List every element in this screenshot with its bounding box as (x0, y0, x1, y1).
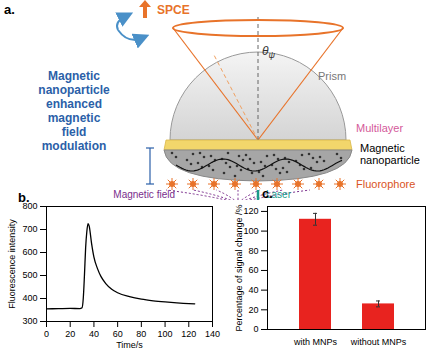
svg-text:nanoparticle: nanoparticle (360, 154, 420, 166)
svg-text:θψ: θψ (262, 44, 276, 60)
svg-text:80: 80 (136, 329, 146, 339)
svg-text:Fluorescence intensity: Fluorescence intensity (7, 219, 17, 309)
svg-text:20: 20 (248, 305, 258, 315)
svg-text:enhanced: enhanced (46, 97, 102, 111)
svg-text:Fluorophore: Fluorophore (356, 178, 415, 190)
svg-text:40: 40 (248, 285, 258, 295)
svg-text:120: 120 (181, 329, 196, 339)
svg-text:SPCE: SPCE (157, 3, 190, 17)
svg-text:without MNPs: without MNPs (350, 337, 407, 347)
svg-text:700: 700 (22, 224, 37, 234)
svg-text:0: 0 (44, 329, 49, 339)
svg-text:300: 300 (22, 316, 37, 326)
svg-text:400: 400 (22, 293, 37, 303)
svg-text:500: 500 (22, 270, 37, 280)
svg-text:Percentage of signal change /%: Percentage of signal change /% (234, 204, 244, 331)
svg-text:140: 140 (205, 329, 220, 339)
svg-text:0: 0 (253, 324, 258, 334)
svg-text:60: 60 (248, 265, 258, 275)
svg-text:100: 100 (243, 226, 258, 236)
svg-text:modulation: modulation (42, 139, 107, 153)
svg-text:Time/s: Time/s (116, 340, 143, 350)
svg-text:with MNPs: with MNPs (293, 337, 338, 347)
svg-text:100: 100 (158, 329, 173, 339)
svg-text:Multilayer: Multilayer (356, 122, 403, 134)
svg-text:40: 40 (89, 329, 99, 339)
svg-text:80: 80 (248, 246, 258, 256)
svg-text:Magnetic: Magnetic (48, 69, 100, 83)
svg-text:field: field (62, 125, 87, 139)
svg-text:a.: a. (4, 2, 15, 17)
svg-text:Prism: Prism (318, 70, 346, 82)
svg-text:120: 120 (243, 206, 258, 216)
svg-text:20: 20 (65, 329, 75, 339)
svg-text:Magnetic field: Magnetic field (113, 189, 175, 200)
svg-text:60: 60 (113, 329, 123, 339)
svg-text:magnetic: magnetic (48, 111, 101, 125)
svg-text:Magnetic: Magnetic (360, 142, 405, 154)
svg-text:600: 600 (22, 247, 37, 257)
svg-text:nanoparticle: nanoparticle (38, 83, 110, 97)
